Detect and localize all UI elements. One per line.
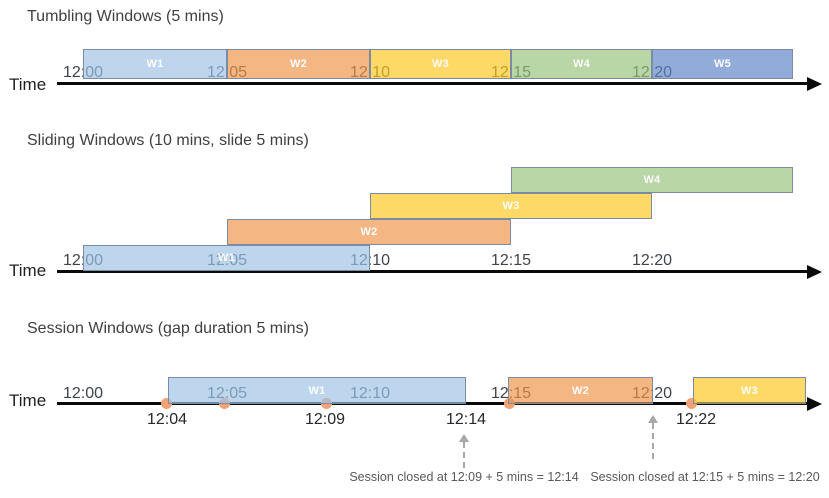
sliding-window-w2: W2 <box>227 219 511 245</box>
tumbling-window-w5: W5 <box>652 49 793 79</box>
session-time-axis-label: Time <box>9 391 47 410</box>
sliding-section-title: Sliding Windows (10 mins, slide 5 mins) <box>27 132 309 149</box>
sliding-window-w1: W1 <box>83 245 370 271</box>
sliding-time-axis-label: Time <box>9 261 47 280</box>
window-label: W3 <box>502 200 520 212</box>
event-time-label-1209: 12:09 <box>304 411 346 428</box>
window-label: W2 <box>360 226 378 238</box>
event-time-label-1222: 12:22 <box>675 411 717 428</box>
tumbling-section-title: Tumbling Windows (5 mins) <box>27 8 224 25</box>
tumbling-window-w3: W3 <box>370 49 511 79</box>
event-time-label-1204: 12:04 <box>146 411 188 428</box>
session-close-annotation-1: Session closed at 12:09 + 5 mins = 12:14 <box>349 470 579 484</box>
window-label: W4 <box>643 174 661 186</box>
session-timeline-arrowhead-icon <box>807 397 822 411</box>
session-close-arrow <box>456 434 472 468</box>
window-label: W1 <box>146 58 164 70</box>
arrow-shaft <box>652 423 654 459</box>
tumbling-window-w1: W1 <box>83 49 227 79</box>
session-tick-1200: 12:00 <box>62 385 104 402</box>
window-label: W3 <box>740 384 759 397</box>
event-time-label-1214: 12:14 <box>445 411 487 428</box>
window-label: W4 <box>572 58 591 70</box>
sliding-window-w3: W3 <box>370 193 652 219</box>
tumbling-window-w4: W4 <box>511 49 652 79</box>
session-window-w1: W1 <box>168 377 466 404</box>
session-close-annotation-2: Session closed at 12:15 + 5 mins = 12:20 <box>590 470 820 484</box>
sliding-tick-1220: 12:20 <box>631 252 673 269</box>
tumbling-timeline <box>57 82 810 85</box>
tumbling-window-w2: W2 <box>227 49 370 79</box>
window-label: W1 <box>308 384 326 397</box>
session-window-w3: W3 <box>693 377 806 404</box>
tumbling-time-axis-label: Time <box>9 75 47 94</box>
sliding-timeline <box>57 270 810 273</box>
session-section-title: Session Windows (gap duration 5 mins) <box>27 320 309 337</box>
window-label: W3 <box>431 58 450 70</box>
window-label: W1 <box>217 252 236 264</box>
tumbling-timeline-arrowhead-icon <box>807 77 822 91</box>
event-dot <box>161 398 172 409</box>
event-dot <box>686 398 697 409</box>
arrow-up-icon <box>648 415 658 423</box>
session-window-w2: W2 <box>508 377 653 404</box>
window-label: W2 <box>571 384 590 397</box>
window-label: W2 <box>289 58 308 70</box>
arrow-shaft <box>463 442 465 468</box>
arrow-up-icon <box>459 434 469 442</box>
sliding-tick-1215: 12:15 <box>490 252 532 269</box>
window-label: W5 <box>713 58 732 70</box>
sliding-window-w4: W4 <box>511 167 793 193</box>
session-close-arrow <box>645 415 661 459</box>
sliding-timeline-arrowhead-icon <box>807 265 822 279</box>
